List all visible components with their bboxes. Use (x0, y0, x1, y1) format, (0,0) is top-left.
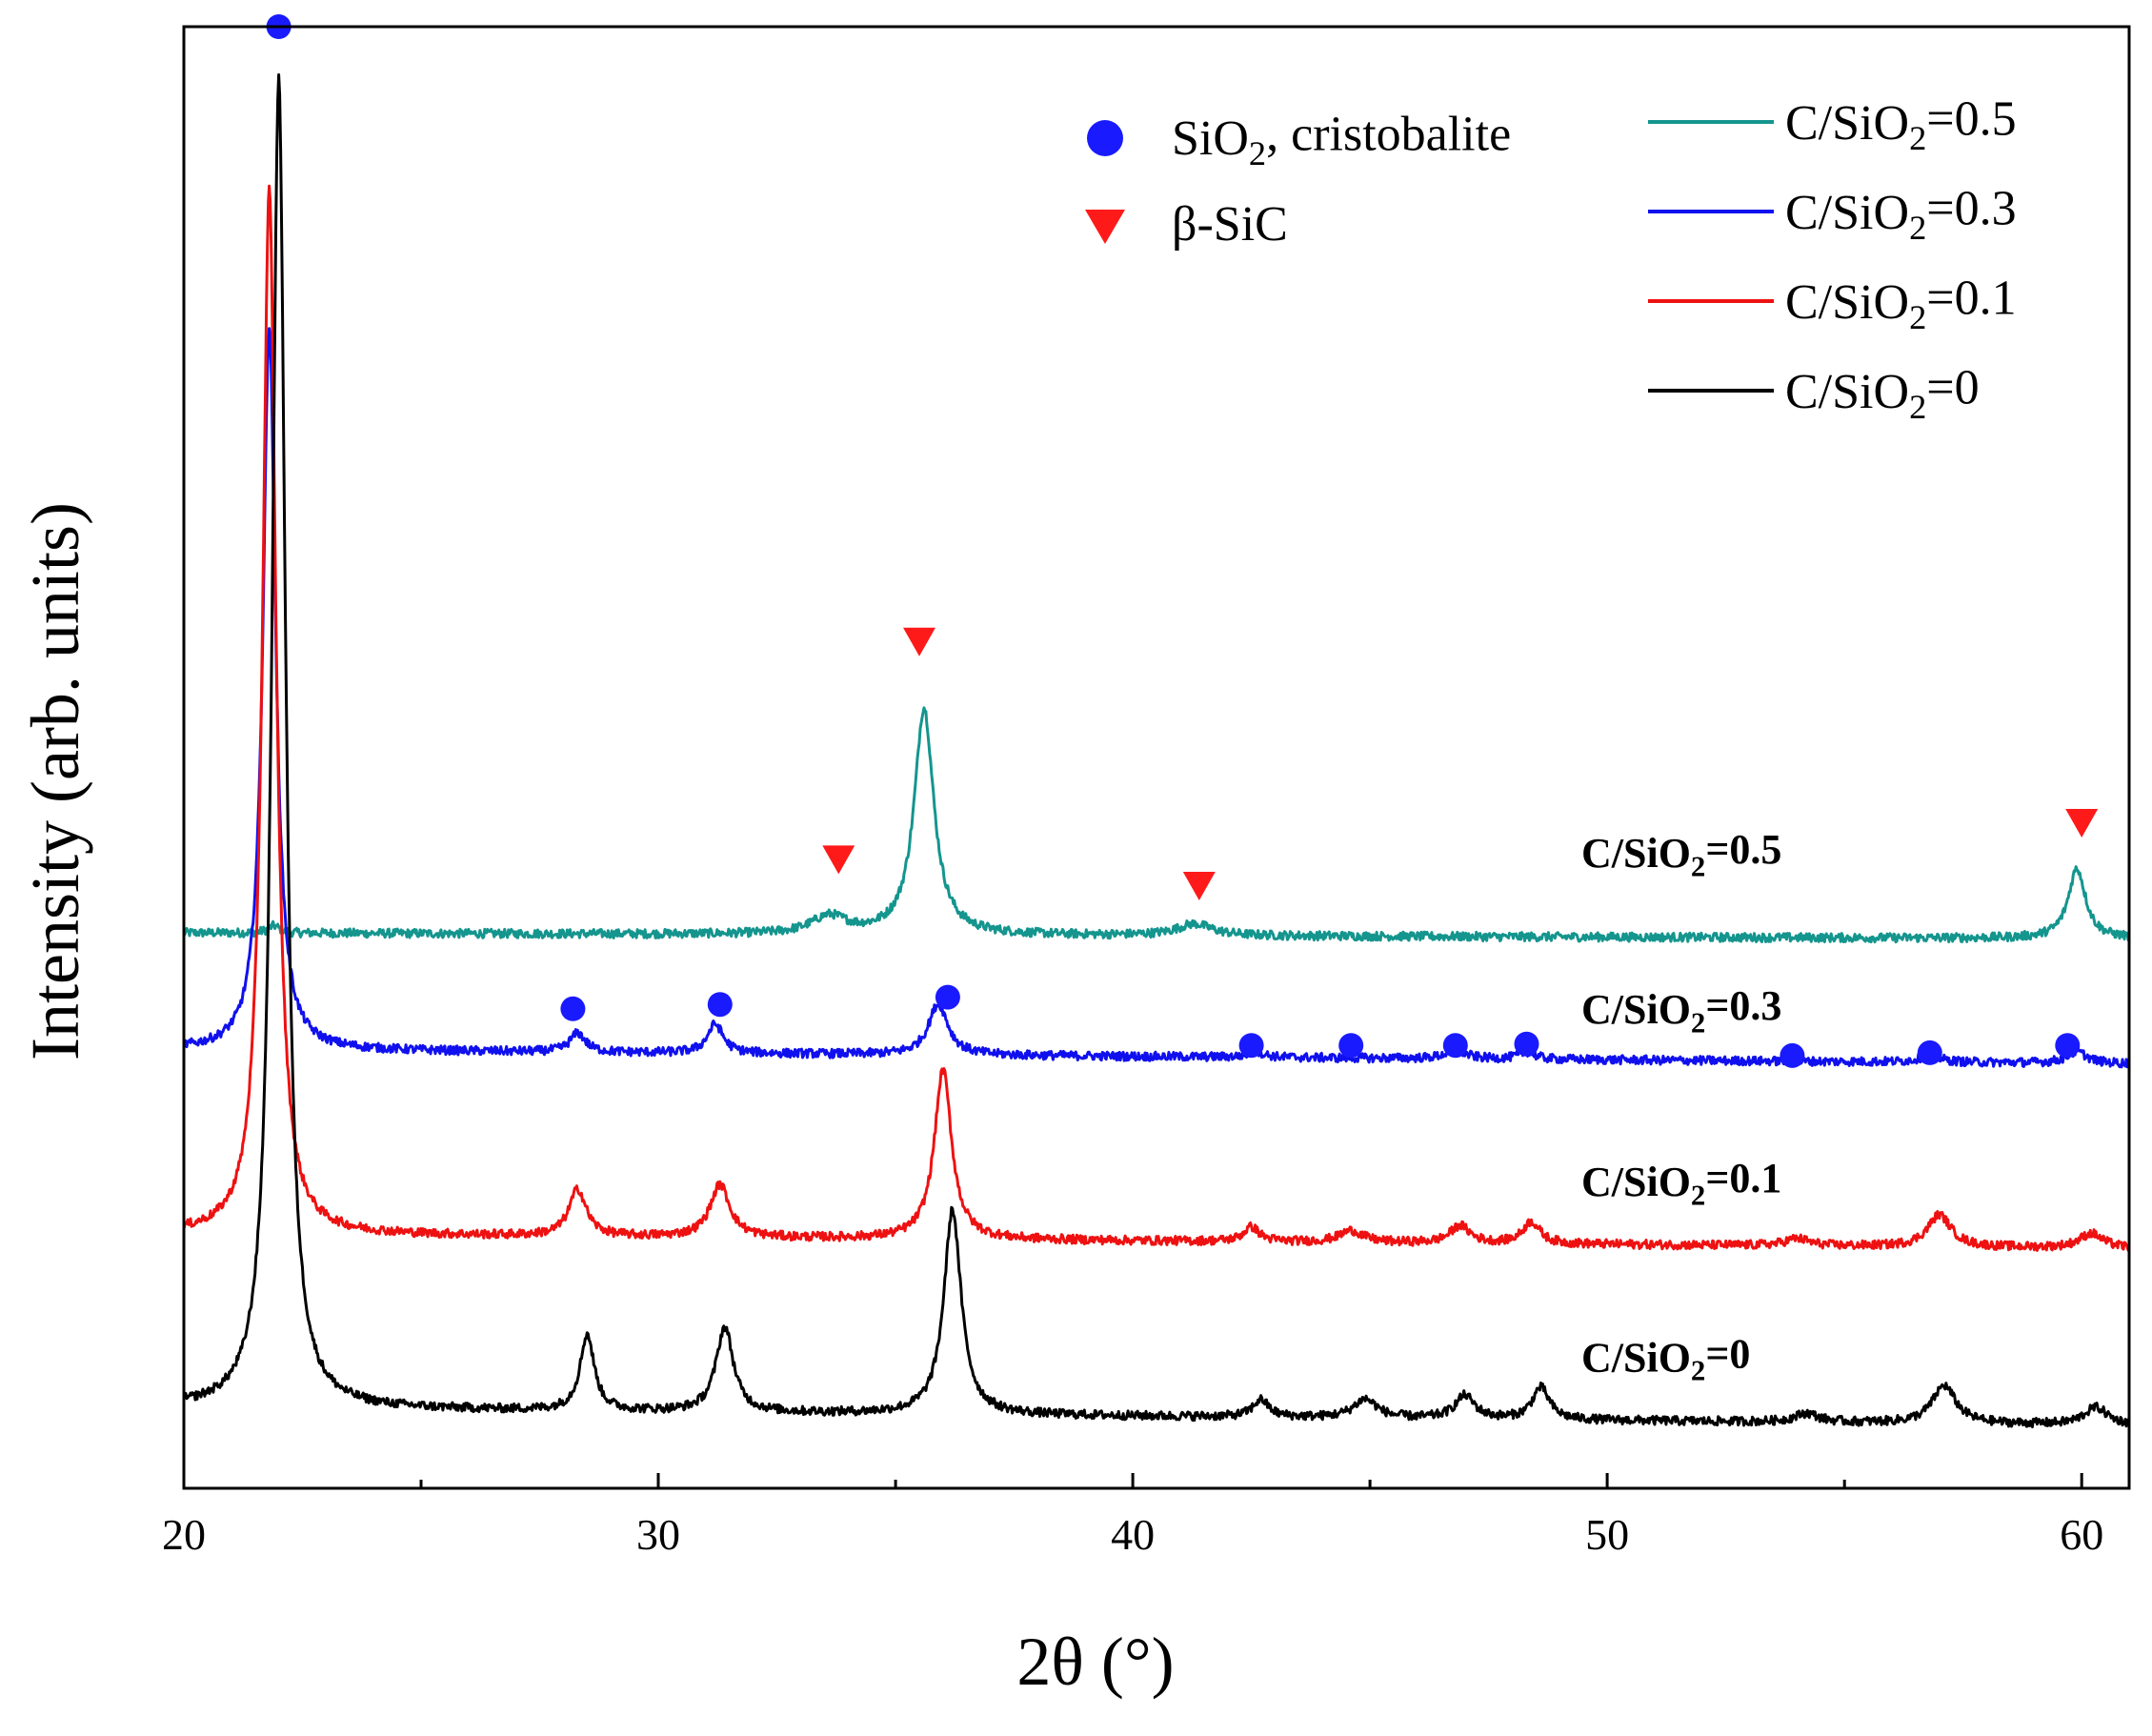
series-line-c05 (182, 706, 2131, 944)
sic-marker-3 (2065, 809, 2099, 838)
curve-label-c03: C/SiO2=0.3 (1581, 982, 1781, 1039)
series-line-c01 (182, 184, 2131, 1252)
cristobalite-marker-2 (707, 992, 733, 1018)
legend-label-c03: C/SiO2=0.3 (1785, 181, 2017, 247)
sic-marker-0 (822, 845, 855, 875)
sic-marker-2 (1182, 872, 1216, 900)
curve-label-c05: C/SiO2=0.5 (1581, 826, 1781, 882)
plot-frame (182, 25, 2131, 1490)
legend-sic-icon (1085, 210, 1125, 244)
sic-marker-1 (903, 627, 935, 656)
x-axis-ticks: 20 30 40 50 60 (162, 1473, 2103, 1559)
cristobalite-marker-5 (1338, 1033, 1364, 1059)
curve-labels: C/SiO2=0.5 C/SiO2=0.3 C/SiO2=0.1 C/SiO2=0 (1581, 826, 1781, 1386)
cristobalite-marker-4 (1238, 1033, 1264, 1059)
curve-label-c0: C/SiO2=0 (1581, 1330, 1750, 1386)
legend-cristobalite-icon (1087, 120, 1123, 156)
series-line-c0 (182, 73, 2131, 1429)
legend-label-c05: C/SiO2=0.5 (1785, 91, 2017, 157)
x-axis-title: 2θ (°) (1016, 1624, 1174, 1700)
legend-sic-label: β-SiC (1172, 197, 1288, 252)
legend-label-c0: C/SiO2=0 (1785, 360, 1980, 426)
x-tick-label-50: 50 (1585, 1510, 1629, 1559)
x-tick-label-60: 60 (2060, 1510, 2103, 1559)
x-tick-label-20: 20 (162, 1510, 206, 1559)
series-line-c03 (183, 327, 2131, 1069)
x-tick-label-30: 30 (636, 1510, 680, 1559)
cristobalite-marker-1 (560, 996, 586, 1021)
legend-cristobalite-label: SiO2, cristobalite (1172, 107, 1511, 172)
x-tick-label-40: 40 (1111, 1510, 1155, 1559)
cristobalite-marker-9 (1917, 1040, 1942, 1065)
y-axis-title: Intensity (arb. units) (17, 502, 93, 1060)
cristobalite-marker-10 (2055, 1033, 2081, 1059)
curve-label-c01: C/SiO2=0.1 (1581, 1155, 1781, 1211)
marker-layer (266, 14, 2099, 1068)
legend: SiO2, cristobalite β-SiC C/SiO2=0.5 C/SiO2=… (1085, 91, 2017, 426)
legend-label-c01: C/SiO2=0.1 (1785, 271, 2017, 336)
cristobalite-marker-7 (1514, 1031, 1539, 1057)
cristobalite-marker-6 (1442, 1033, 1468, 1059)
cristobalite-marker-8 (1780, 1042, 1805, 1068)
series-layer (182, 73, 2131, 1429)
cristobalite-marker-3 (935, 984, 960, 1010)
